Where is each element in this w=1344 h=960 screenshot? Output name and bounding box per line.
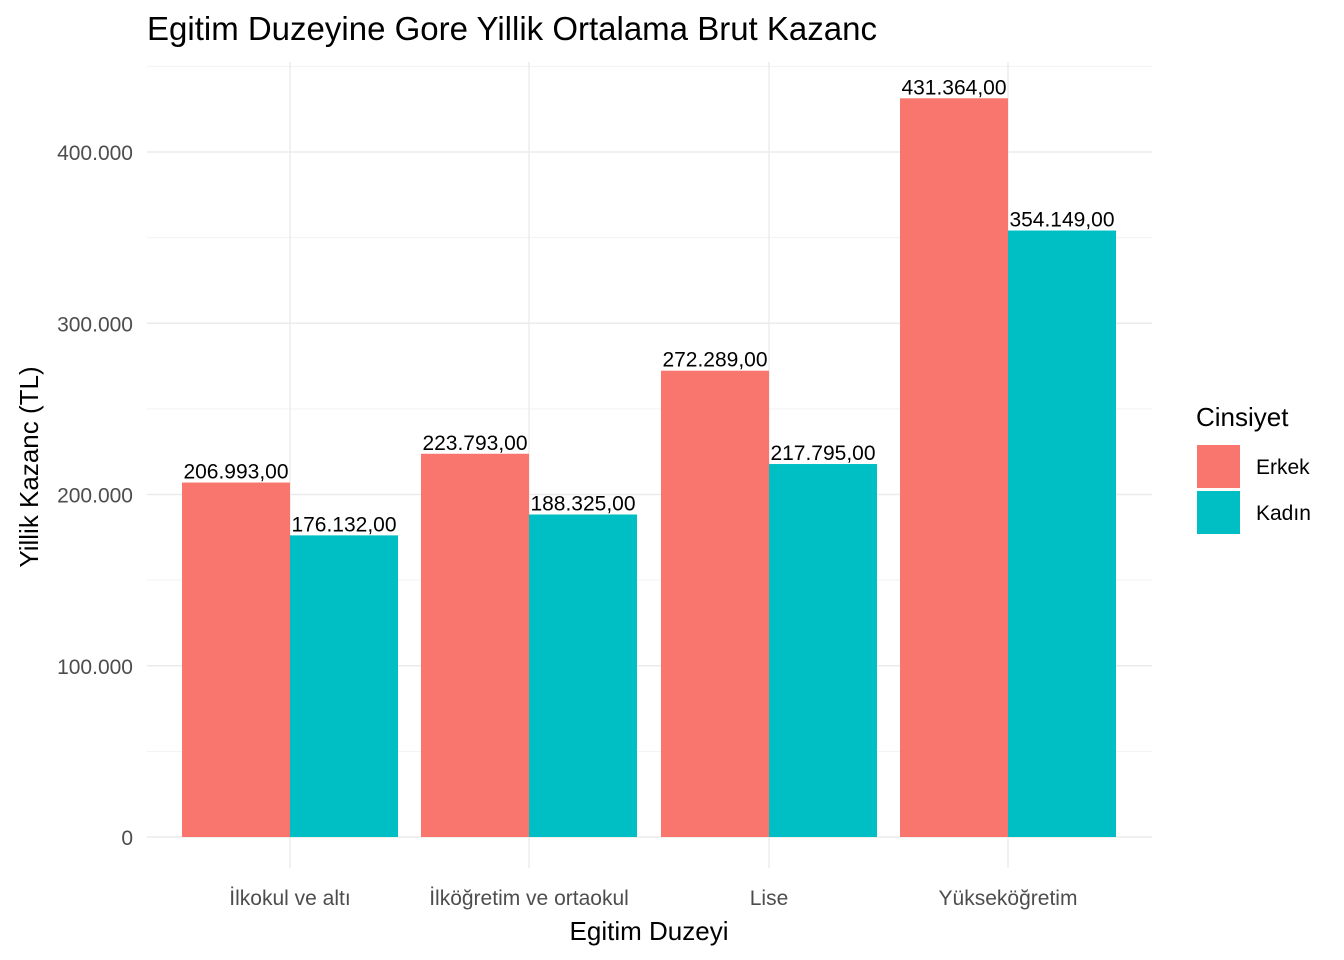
bar-value-label: 354.149,00 xyxy=(1009,209,1114,232)
legend: Cinsiyet Erkek Kadın xyxy=(1196,402,1311,534)
x-tick-label: Lise xyxy=(750,887,789,910)
bar-kadın-3 xyxy=(769,464,877,837)
bar-value-label: 431.364,00 xyxy=(901,76,1006,99)
legend-label: Kadın xyxy=(1256,502,1311,525)
legend-title: Cinsiyet xyxy=(1196,402,1289,432)
x-tick-label: Yükseköğretim xyxy=(939,887,1078,910)
bar-erkek-2 xyxy=(421,453,529,837)
y-tick-label: 0 xyxy=(121,827,133,850)
chart-title: Egitim Duzeyine Gore Yillik Ortalama Bru… xyxy=(147,10,877,47)
y-tick-label: 200.000 xyxy=(57,485,133,508)
bar-kadın-2 xyxy=(529,514,637,837)
x-axis-ticks: İlkokul ve altı İlköğretim ve ortaokul Lis… xyxy=(229,887,1077,910)
bar-value-label: 217.795,00 xyxy=(770,442,875,465)
legend-label: Erkek xyxy=(1256,456,1310,479)
x-tick-label: İlkokul ve altı xyxy=(229,887,350,910)
bars xyxy=(182,98,1116,838)
bar-kadın-1 xyxy=(290,535,398,837)
x-tick-label: İlköğretim ve ortaokul xyxy=(429,887,629,910)
bar-value-label: 272.289,00 xyxy=(662,349,767,372)
bar-erkek-1 xyxy=(182,482,290,837)
bar-labels: 206.993,00 223.793,00 272.289,00 431.364,00… xyxy=(183,76,1114,536)
x-axis-title: Egitim Duzeyi xyxy=(570,916,729,946)
y-tick-label: 400.000 xyxy=(57,142,133,165)
y-tick-label: 300.000 xyxy=(57,313,133,336)
bar-value-label: 176.132,00 xyxy=(291,513,396,536)
bar-erkek-3 xyxy=(661,370,769,837)
y-axis-title: Yillik Kazanc (TL) xyxy=(14,366,44,567)
bar-value-label: 188.325,00 xyxy=(530,492,635,515)
bar-kadın-4 xyxy=(1008,230,1116,837)
bar-value-label: 206.993,00 xyxy=(183,461,288,484)
y-tick-label: 100.000 xyxy=(57,656,133,679)
bar-erkek-4 xyxy=(900,98,1008,838)
legend-key-erkek xyxy=(1197,445,1240,488)
legend-key-kadın xyxy=(1197,491,1240,534)
y-axis-ticks: 0 100.000 200.000 300.000 400.000 xyxy=(57,142,133,850)
bar-value-label: 223.793,00 xyxy=(422,432,527,455)
